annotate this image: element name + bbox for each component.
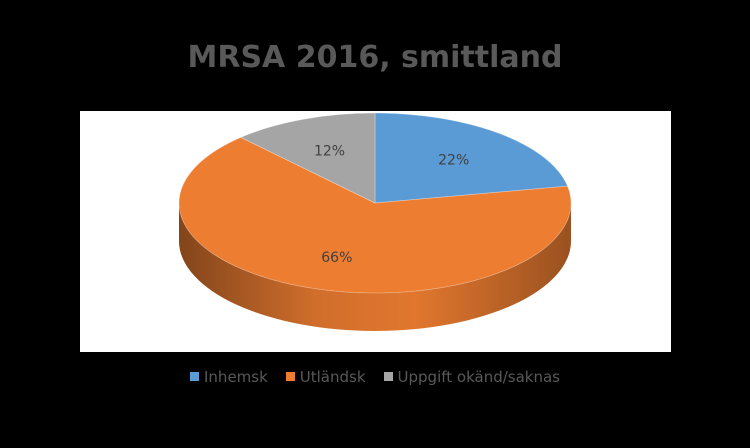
data-label-uppgift-okand-saknas: 12%	[314, 143, 345, 159]
pie-slice-utlandsk	[178, 136, 572, 294]
legend-swatch	[285, 372, 295, 381]
data-label-inhemsk: 22%	[438, 152, 469, 168]
legend-swatch	[190, 372, 199, 381]
pie-slice-inhemsk	[374, 112, 569, 204]
legend-label: Inhemsk	[204, 368, 268, 386]
legend-item-utlandsk: Utländsk	[285, 368, 366, 386]
pie-slice-uppgift-okand-saknas	[239, 112, 376, 204]
legend-swatch	[383, 372, 393, 381]
pie-chart: 22% 66% 12%	[178, 112, 572, 331]
legend-item-inhemsk: Inhemsk	[190, 368, 268, 386]
pie-side-shade	[179, 203, 571, 331]
legend-label: Uppgift okänd/saknas	[397, 368, 560, 386]
plot-area: 22% 66% 12%	[80, 111, 671, 352]
legend: Inhemsk Utländsk Uppgift okänd/saknas	[0, 368, 750, 386]
legend-label: Utländsk	[299, 368, 366, 386]
legend-item-uppgift-okand-saknas: Uppgift okänd/saknas	[383, 368, 560, 386]
chart-title: MRSA 2016, smittland	[187, 40, 563, 75]
data-label-utlandsk: 66%	[321, 250, 352, 266]
